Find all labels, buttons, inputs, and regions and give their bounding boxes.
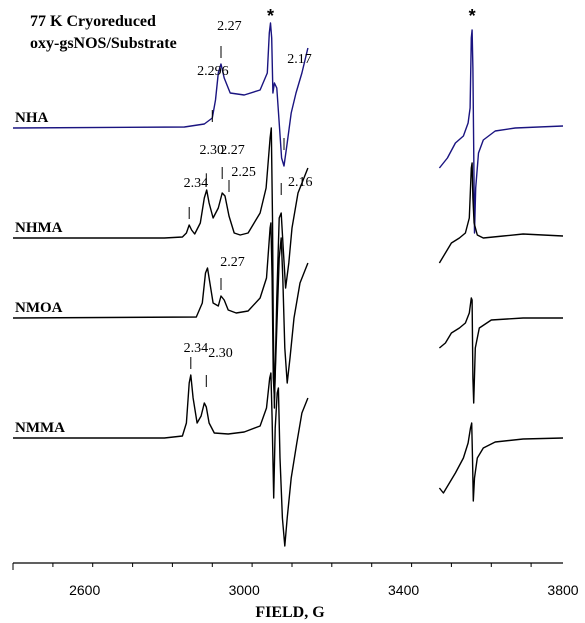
reference-star-marker: * (267, 6, 274, 26)
series-label-nha: NHA (15, 110, 49, 126)
x-axis: 2600 3000 3400 3800 (12, 562, 579, 598)
x-tick-label: 3800 (547, 582, 578, 598)
g-value-label: 2.16 (288, 175, 313, 190)
trace-nmma-high-field (438, 422, 564, 502)
trace-nha-high-field (438, 29, 564, 234)
trace-nhma-low-field (13, 127, 309, 409)
g-value-label: 2.27 (220, 143, 245, 158)
trace-nmoa-low-field (12, 222, 309, 399)
g-value-label: 2.34 (184, 176, 209, 191)
chart-title-line-2: oxy-gsNOS/Substrate (30, 35, 177, 52)
g-value-label: 2.17 (287, 52, 312, 67)
g-value-label: 2.27 (217, 19, 242, 34)
g-value-label: 2.30 (208, 346, 233, 361)
trace-nmma-low-field (13, 372, 309, 547)
trace-nhma-high-field (438, 162, 564, 264)
x-tick-label: 2600 (69, 582, 100, 598)
reference-markers: * * (267, 6, 476, 26)
trace-nmoa-high-field (438, 297, 563, 404)
chart-title-line-1: 77 K Cryoreduced (30, 13, 156, 30)
series-label-nmoa: NMOA (15, 300, 63, 316)
series-label-nmma: NMMA (15, 420, 65, 436)
reference-star-marker: * (469, 6, 476, 26)
spectrum-traces (12, 22, 564, 547)
g-value-annotations: 2.272.2962.172.302.272.342.252.162.272.3… (184, 19, 313, 387)
x-tick-label: 3400 (388, 582, 419, 598)
chart-title: 77 K Cryoreduced oxy-gsNOS/Substrate (30, 13, 177, 52)
g-value-label: 2.296 (197, 64, 229, 79)
g-value-label: 2.34 (184, 341, 209, 356)
series-label-nhma: NHMA (15, 220, 63, 236)
x-tick-label: 3000 (229, 582, 260, 598)
g-value-label: 2.27 (220, 255, 245, 270)
g-value-label: 2.30 (200, 143, 225, 158)
trace-nha-low-field (12, 22, 309, 167)
x-axis-title: FIELD, G (255, 604, 325, 621)
g-value-label: 2.25 (231, 165, 256, 180)
series-labels: NHA NHMA NMOA NMMA (15, 110, 65, 436)
